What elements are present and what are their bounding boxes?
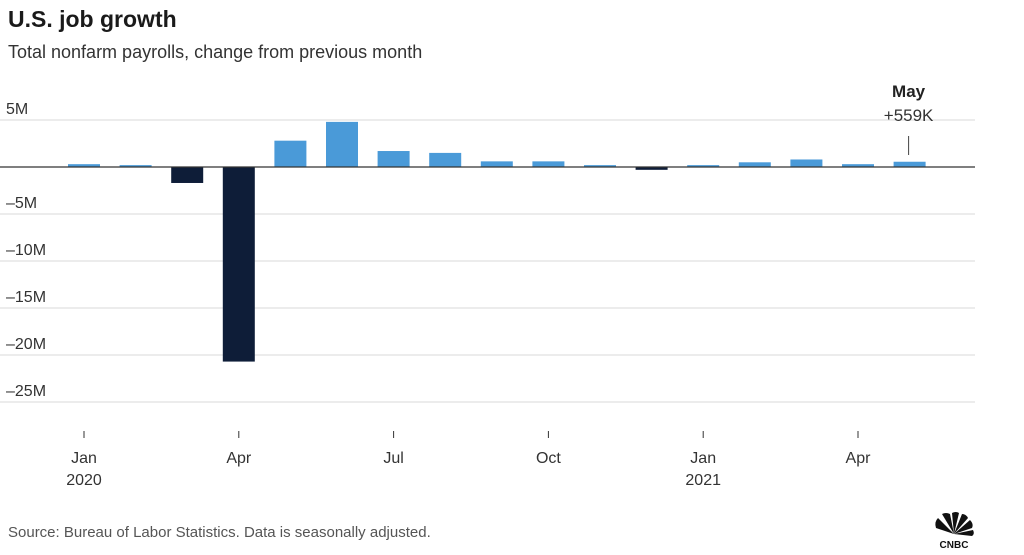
bar <box>171 167 204 183</box>
y-tick-label: 5M <box>6 101 28 118</box>
annotation-value-label: +559K <box>884 106 934 125</box>
bar <box>635 167 668 170</box>
x-tick-label: Apr <box>226 450 252 467</box>
x-tick-label: Apr <box>846 450 872 467</box>
x-tick-label: Jan <box>71 450 97 467</box>
bar <box>893 161 926 167</box>
cnbc-logo: CNBC <box>928 512 980 555</box>
bar <box>480 161 513 167</box>
bar <box>377 151 410 167</box>
bar <box>68 164 100 167</box>
chart-subtitle: Total nonfarm payrolls, change from prev… <box>8 42 423 62</box>
bar <box>274 140 307 167</box>
chart-title: U.S. job growth <box>8 6 177 32</box>
bar <box>532 161 565 167</box>
y-tick-label: –10M <box>6 242 46 259</box>
source-note: Source: Bureau of Labor Statistics. Data… <box>8 524 431 541</box>
y-tick-label: –5M <box>6 195 37 212</box>
y-tick-label: –20M <box>6 336 46 353</box>
bar <box>738 162 771 167</box>
bar <box>790 159 823 167</box>
x-tick-label: Oct <box>536 450 561 467</box>
bar <box>687 165 720 167</box>
bar <box>429 152 462 167</box>
x-tick-label: Jul <box>383 450 403 467</box>
bar <box>326 121 358 167</box>
bar <box>222 167 255 362</box>
bar <box>119 165 152 167</box>
y-tick-label: –15M <box>6 289 46 306</box>
bar <box>842 164 874 167</box>
bar <box>584 165 616 167</box>
x-tick-year-label: 2020 <box>66 472 102 489</box>
x-tick-label: Jan <box>690 450 716 467</box>
annotation-month-label: May <box>892 82 926 101</box>
x-tick-year-label: 2021 <box>685 472 721 489</box>
y-tick-label: –25M <box>6 383 46 400</box>
logo-wordmark: CNBC <box>940 540 969 550</box>
